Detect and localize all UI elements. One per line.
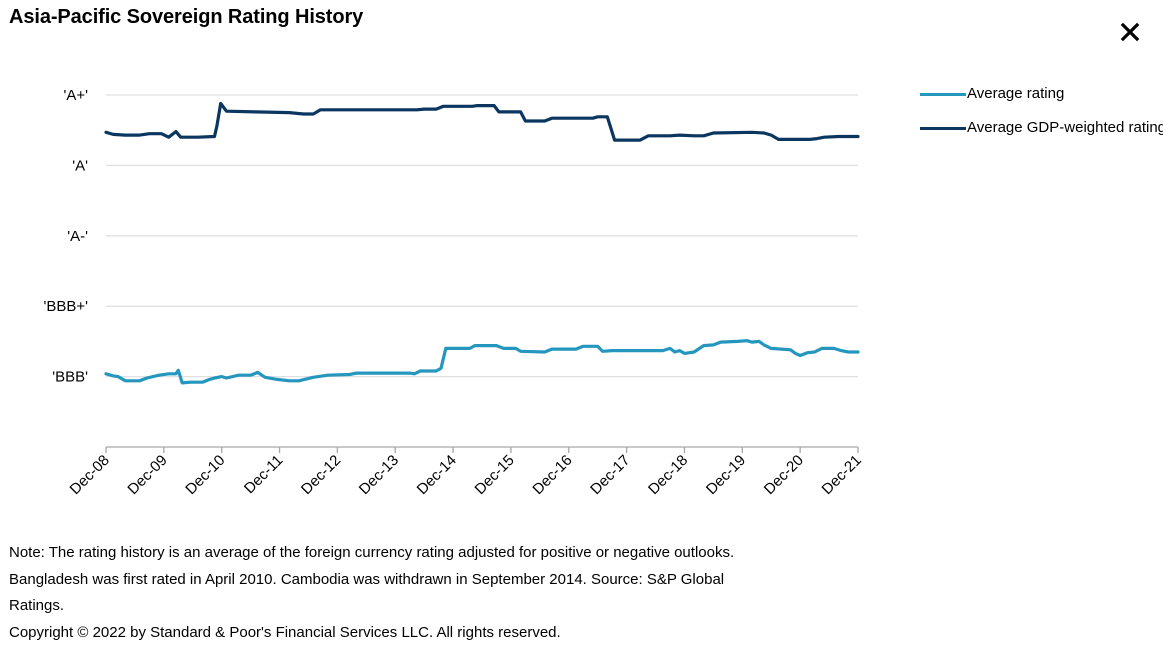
- x-tick-label: Dec-09: [124, 452, 170, 498]
- y-axis-labels: 'A+' 'A' 'A-' 'BBB+' 'BBB': [43, 87, 88, 386]
- x-axis: [106, 447, 858, 453]
- x-tick-label: Dec-17: [587, 452, 633, 498]
- x-tick-label: Dec-14: [414, 452, 460, 498]
- close-icon[interactable]: [1118, 20, 1142, 44]
- note-line: Note: The rating history is an average o…: [9, 540, 859, 567]
- legend-label: Average GDP-weighted rating: [967, 119, 1163, 136]
- x-tick-label: Dec-20: [761, 452, 807, 498]
- legend-swatch-average-rating: [920, 93, 966, 96]
- y-tick-label: 'A-': [67, 228, 88, 245]
- gridlines: [106, 95, 858, 377]
- note-line: Ratings.: [9, 593, 859, 620]
- legend: Average rating Average GDP-weighted rati…: [918, 84, 1163, 138]
- chart-notes: Note: The rating history is an average o…: [9, 540, 859, 646]
- y-tick-label: 'A': [72, 157, 88, 174]
- x-tick-label: Dec-19: [703, 452, 749, 498]
- series-line-gdp-weighted-rating: [106, 103, 858, 140]
- x-tick-label: Dec-12: [298, 452, 344, 498]
- x-tick-label: Dec-21: [819, 452, 865, 498]
- legend-swatch-gdp-weighted-rating: [920, 127, 966, 130]
- legend-label: Average rating: [967, 85, 1064, 102]
- x-tick-label: Dec-13: [356, 452, 402, 498]
- legend-item-gdp-weighted-rating[interactable]: Average GDP-weighted rating: [918, 118, 1163, 138]
- legend-item-average-rating[interactable]: Average rating: [918, 84, 1163, 104]
- x-tick-label: Dec-08: [67, 452, 113, 498]
- y-tick-label: 'A+': [64, 87, 89, 104]
- y-tick-label: 'BBB+': [43, 298, 88, 315]
- note-line: Bangladesh was first rated in April 2010…: [9, 567, 859, 594]
- copyright-line: Copyright © 2022 by Standard & Poor's Fi…: [9, 620, 859, 646]
- x-tick-label: Dec-18: [645, 452, 691, 498]
- series-lines: [106, 103, 858, 383]
- x-tick-label: Dec-16: [529, 452, 575, 498]
- x-tick-label: Dec-10: [182, 452, 228, 498]
- y-tick-label: 'BBB': [52, 369, 88, 386]
- x-tick-label: Dec-11: [241, 452, 286, 497]
- x-tick-label: Dec-15: [472, 452, 518, 498]
